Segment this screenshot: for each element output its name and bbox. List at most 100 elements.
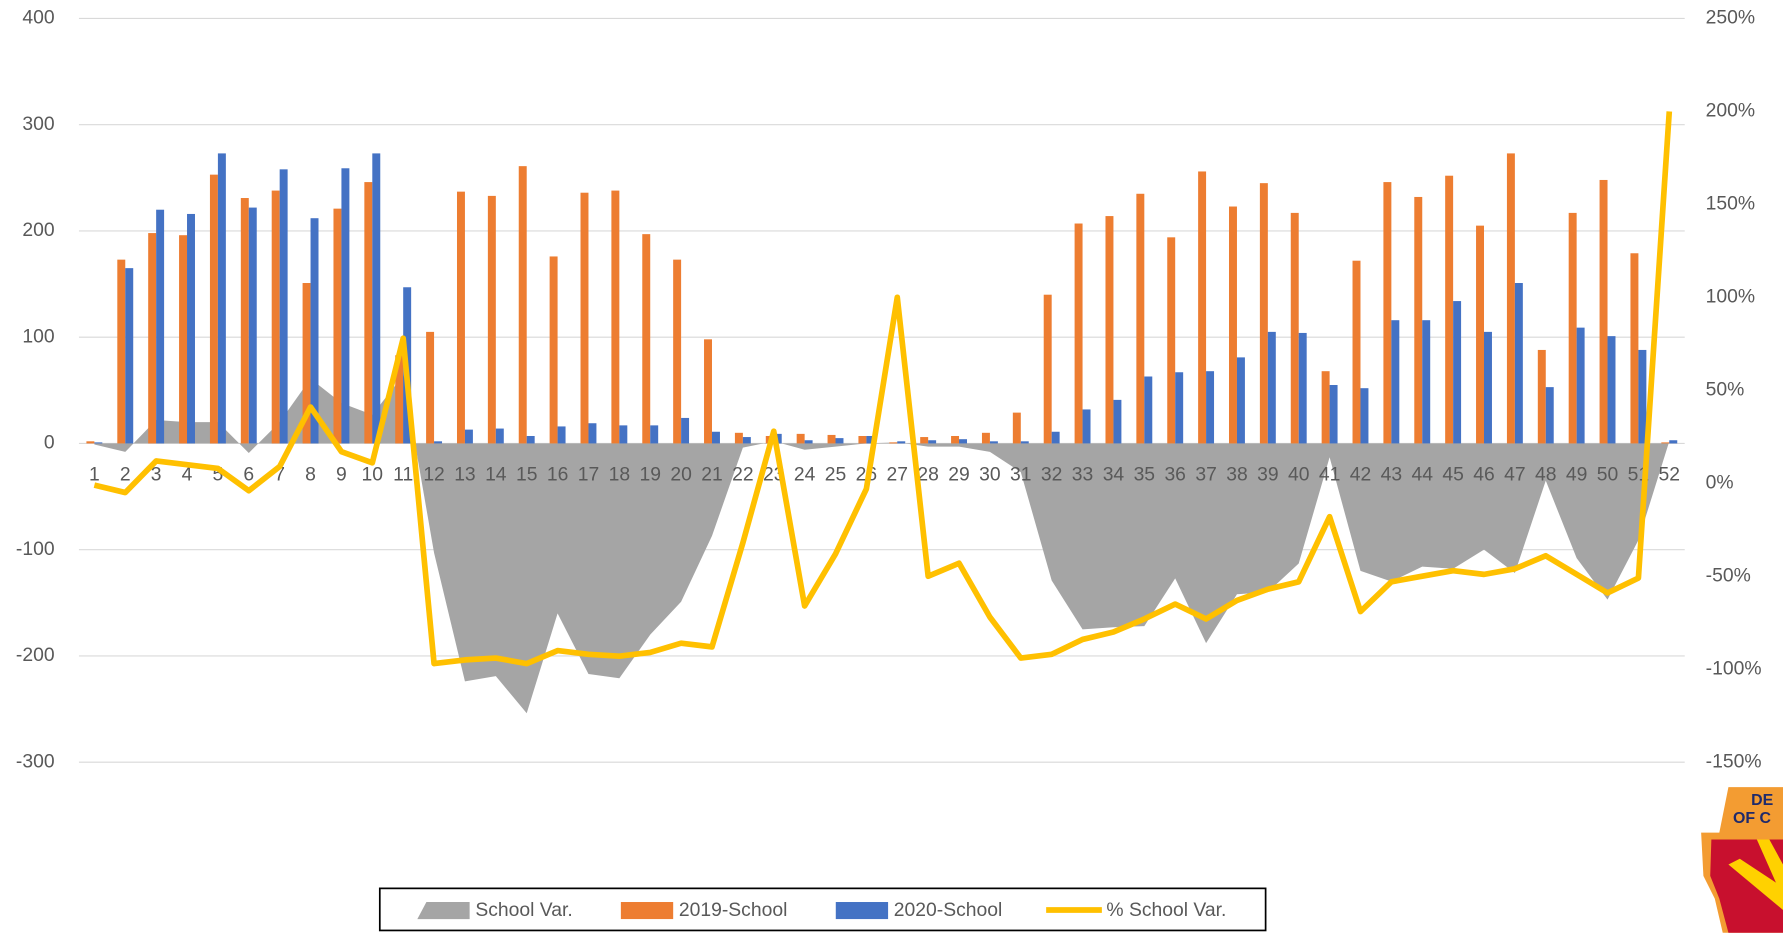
- bar: [518, 166, 527, 444]
- x-tick-label: 28: [917, 465, 939, 486]
- bar: [1167, 237, 1176, 444]
- x-tick-label: 49: [1566, 465, 1588, 486]
- legend-swatch: [620, 902, 674, 920]
- bar: [557, 426, 566, 444]
- y-tick-label: 400: [22, 8, 54, 29]
- bar: [951, 435, 960, 444]
- legend-label: School Var.: [475, 900, 572, 921]
- bar: [1484, 331, 1492, 444]
- bar: [1607, 336, 1616, 444]
- bar: [920, 437, 929, 444]
- bar: [372, 153, 381, 444]
- x-tick-label: 21: [701, 465, 723, 486]
- bar: [1630, 253, 1639, 444]
- bar: [1144, 376, 1153, 444]
- bar: [1051, 431, 1060, 444]
- bar: [1476, 225, 1485, 444]
- bar: [187, 213, 195, 444]
- bar: [495, 428, 504, 444]
- bar: [1298, 332, 1307, 444]
- x-tick-label: 15: [516, 465, 538, 486]
- bar: [1012, 412, 1021, 444]
- logo-state: [1710, 839, 1783, 933]
- bar: [804, 440, 813, 444]
- bar: [1043, 294, 1052, 444]
- x-tick-label: 13: [454, 465, 476, 486]
- bar: [734, 432, 743, 444]
- bar: [1082, 409, 1091, 444]
- bar: [240, 198, 249, 444]
- x-tick-label: 16: [547, 465, 569, 486]
- bar: [928, 440, 937, 444]
- x-tick-label: 48: [1535, 465, 1557, 486]
- bar: [959, 439, 967, 444]
- bar: [1105, 216, 1114, 444]
- bar: [889, 442, 898, 444]
- bar: [1422, 320, 1431, 444]
- bar: [1638, 349, 1647, 444]
- x-tick-label: 4: [182, 465, 193, 486]
- logo: DE OF C: [1701, 787, 1783, 933]
- x-tick-label: 18: [609, 465, 631, 486]
- bar: [742, 437, 751, 444]
- bar: [989, 441, 998, 444]
- bar: [434, 441, 443, 444]
- x-tick-label: 6: [243, 465, 254, 486]
- bar: [835, 438, 844, 444]
- bar: [1506, 153, 1515, 444]
- x-tick-label: 33: [1072, 465, 1094, 486]
- bar: [704, 339, 712, 444]
- bar: [1259, 183, 1268, 444]
- y2-tick-label: -150%: [1706, 751, 1762, 772]
- x-tick-label: 34: [1103, 465, 1125, 486]
- bar: [456, 191, 465, 444]
- bar: [711, 431, 720, 444]
- bar: [1661, 442, 1670, 444]
- bar: [897, 441, 906, 444]
- bar: [1514, 283, 1523, 444]
- bar: [1267, 331, 1276, 444]
- bar: [1020, 441, 1029, 444]
- y-tick-label: -300: [16, 751, 55, 772]
- bar: [642, 234, 651, 444]
- bar: [464, 429, 473, 444]
- bar: [1599, 179, 1608, 444]
- bar: [279, 169, 288, 444]
- y2-tick-label: 100%: [1706, 286, 1755, 307]
- bar: [1537, 349, 1546, 444]
- x-tick-label: 31: [1010, 465, 1032, 486]
- bar: [650, 425, 659, 444]
- x-tick-label: 47: [1504, 465, 1526, 486]
- x-tick-label: 5: [213, 465, 224, 486]
- bar: [1352, 260, 1361, 444]
- x-tick-label: 37: [1195, 465, 1217, 486]
- x-tick-label: 30: [979, 465, 1001, 486]
- x-tick-label: 3: [151, 465, 162, 486]
- y2-tick-label: 50%: [1706, 379, 1745, 400]
- y2-tick-label: -50%: [1706, 565, 1751, 586]
- legend-box: [378, 887, 1267, 932]
- y-tick-label: 200: [22, 220, 54, 241]
- bar: [1576, 327, 1585, 444]
- x-tick-label: 19: [639, 465, 661, 486]
- bar: [981, 432, 990, 444]
- logo-text: OF C: [1733, 810, 1772, 827]
- x-tick-label: 8: [305, 465, 316, 486]
- y-tick-label: -100: [16, 539, 55, 560]
- x-tick-label: 12: [423, 465, 445, 486]
- y-tick-label: 100: [22, 326, 54, 347]
- x-tick-label: 45: [1442, 465, 1464, 486]
- bar: [1329, 385, 1338, 444]
- bar: [1669, 440, 1678, 444]
- y2-tick-label: 150%: [1706, 194, 1755, 215]
- legend-label: 2020-School: [894, 900, 1003, 921]
- bar: [1445, 175, 1454, 444]
- bar: [1453, 301, 1462, 444]
- x-tick-label: 36: [1164, 465, 1186, 486]
- bar: [1229, 206, 1237, 444]
- x-tick-label: 10: [362, 465, 384, 486]
- bar: [588, 423, 597, 444]
- bar: [1321, 371, 1330, 444]
- bar: [94, 442, 103, 444]
